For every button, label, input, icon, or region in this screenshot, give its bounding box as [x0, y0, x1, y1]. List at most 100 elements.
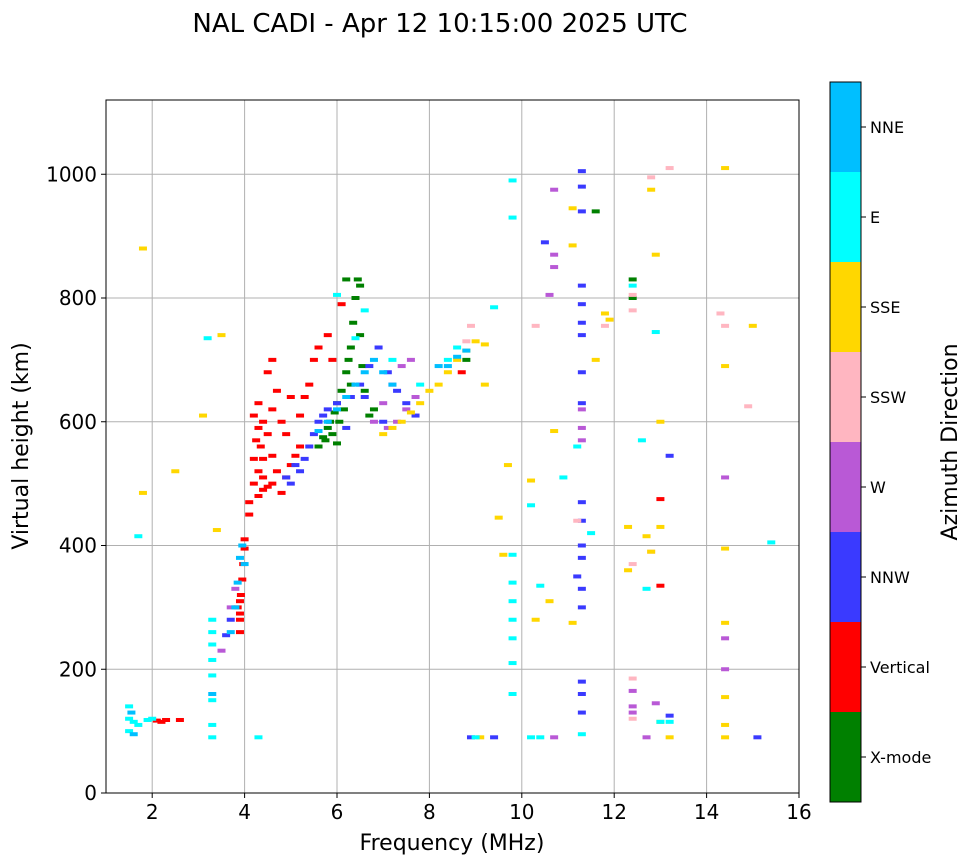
x-tick-label: 12	[601, 800, 626, 824]
echo-point-sse	[721, 166, 730, 171]
echo-point-nne	[231, 605, 240, 610]
x-tick-label: 6	[331, 800, 344, 824]
echo-point-sse	[379, 432, 388, 437]
echo-point-nnw	[577, 586, 586, 591]
echo-point-vertical	[152, 718, 161, 723]
echo-point-vertical	[300, 395, 309, 399]
echo-point-e	[453, 345, 462, 350]
plot-area	[106, 100, 799, 793]
echo-point-vertical	[254, 469, 263, 474]
x-tick-label: 4	[238, 800, 251, 824]
echo-point-w	[721, 636, 730, 641]
echo-point-vertical	[235, 599, 244, 604]
y-axis-ticks: 0 200 400 600 800 1000	[46, 162, 106, 805]
echo-point-sse	[568, 206, 577, 211]
x-axis-ticks: 2 4 6 8 10 12 14 16	[146, 793, 812, 824]
colorbar-segment	[830, 352, 861, 442]
y-tick-label: 200	[59, 657, 97, 681]
echo-point-vertical	[272, 388, 281, 393]
colorbar-segment	[830, 532, 861, 622]
echo-point-sse	[647, 549, 656, 554]
echo-point-nne	[238, 543, 247, 548]
echo-point-nnw	[577, 518, 586, 523]
echo-point-e	[134, 722, 143, 727]
echo-point-nnw	[577, 679, 586, 684]
echo-point-vertical	[259, 419, 268, 424]
echo-point-vertical	[259, 456, 268, 461]
echo-point-w	[383, 425, 392, 430]
echo-point-vertical	[263, 432, 272, 437]
echo-point-e	[471, 735, 480, 740]
echo-point-vertical	[259, 475, 268, 480]
echo-point-sse	[499, 552, 508, 557]
echo-point-nnw	[665, 713, 674, 718]
echo-point-vertical	[314, 345, 323, 350]
echo-point-sse	[503, 463, 512, 468]
x-tick-label: 8	[423, 800, 436, 824]
echo-point-nne	[235, 555, 244, 560]
echo-point-vertical	[286, 395, 295, 399]
echo-point-e	[388, 357, 397, 362]
echo-point-nnw	[300, 456, 309, 461]
echo-point-x-mode	[591, 209, 600, 214]
echo-point-nnw	[360, 395, 369, 399]
echo-point-nnw	[346, 395, 355, 399]
echo-point-e	[490, 305, 499, 310]
echo-point-sse	[138, 490, 147, 495]
echo-point-sse	[721, 735, 730, 740]
echo-point-e	[559, 475, 568, 480]
echo-point-vertical	[263, 484, 272, 489]
echo-point-vertical	[277, 419, 286, 424]
echo-point-vertical	[175, 717, 184, 722]
echo-point-x-mode	[358, 364, 367, 369]
echo-point-nnw	[577, 370, 586, 375]
echo-point-nne	[129, 732, 138, 737]
echo-point-e	[527, 503, 536, 508]
echo-point-ssw	[665, 166, 674, 171]
echo-point-e	[125, 729, 134, 734]
colorbar-tick-label: NNE	[870, 118, 904, 137]
echo-point-sse	[480, 342, 489, 347]
echo-point-w	[721, 475, 730, 480]
echo-point-vertical	[238, 577, 247, 582]
echo-point-sse	[605, 317, 614, 322]
echo-point-sse	[550, 429, 559, 434]
echo-point-w	[628, 688, 637, 693]
echo-point-x-mode	[335, 419, 344, 424]
echo-point-w	[231, 586, 240, 591]
echo-point-e	[208, 735, 217, 740]
echo-point-ssw	[628, 676, 637, 681]
echo-point-e	[508, 552, 517, 557]
echo-point-vertical	[249, 481, 258, 486]
echo-point-vertical	[296, 413, 305, 418]
echo-point-e	[125, 704, 134, 709]
echo-point-e	[508, 636, 517, 641]
echo-point-ssw	[628, 292, 637, 297]
azimuth-colorbar: X-mode Vertical NNW W SSW SSE E NNE	[829, 81, 931, 803]
echo-point-e	[665, 719, 674, 724]
echo-point-sse	[721, 722, 730, 727]
y-tick-label: 600	[59, 410, 97, 434]
echo-point-nnw	[577, 169, 586, 174]
echo-point-w	[577, 407, 586, 412]
echo-point-e	[628, 283, 637, 288]
colorbar-tick-label: W	[870, 478, 886, 497]
echo-point-sse	[721, 695, 730, 700]
echo-point-w	[217, 648, 226, 653]
echo-point-vertical	[254, 401, 263, 406]
echo-point-nnw	[286, 481, 295, 486]
echo-point-x-mode	[333, 441, 341, 446]
echo-point-e	[587, 531, 596, 536]
echo-point-nnw	[577, 184, 586, 189]
echo-point-vertical	[235, 630, 244, 635]
echo-point-vertical	[249, 456, 258, 461]
echo-point-sse	[397, 419, 406, 424]
echo-point-vertical	[240, 546, 249, 551]
echo-point-sse	[388, 425, 397, 430]
echo-point-vertical	[268, 357, 277, 362]
echo-point-nne	[443, 364, 452, 369]
echo-point-e	[333, 292, 341, 297]
echo-point-sse	[721, 620, 730, 625]
echo-point-sse	[591, 357, 600, 362]
colorbar-tick-label: SSE	[870, 298, 900, 317]
